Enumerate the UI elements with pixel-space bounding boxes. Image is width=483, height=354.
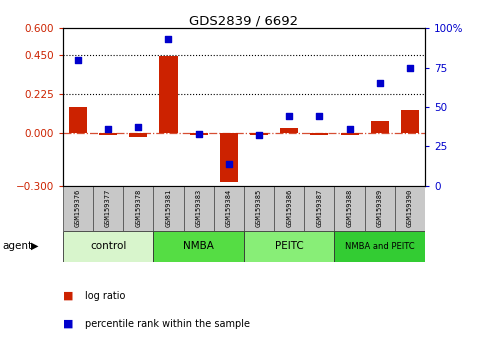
Point: [285, 114, 293, 119]
Bar: [213, 185, 244, 230]
Bar: [154, 230, 244, 262]
Text: GSM159387: GSM159387: [316, 189, 322, 227]
Bar: [244, 185, 274, 230]
Point: [74, 57, 82, 63]
Bar: [220, 133, 238, 182]
Title: GDS2839 / 6692: GDS2839 / 6692: [189, 14, 298, 27]
Bar: [365, 185, 395, 230]
Text: PEITC: PEITC: [275, 241, 304, 251]
Bar: [274, 185, 304, 230]
Point: [255, 132, 263, 138]
Bar: [154, 185, 184, 230]
Bar: [93, 185, 123, 230]
Text: log ratio: log ratio: [85, 291, 125, 301]
Text: NMBA: NMBA: [183, 241, 214, 251]
Bar: [341, 133, 358, 135]
Text: GSM159388: GSM159388: [347, 189, 353, 227]
Text: GSM159377: GSM159377: [105, 189, 111, 227]
Text: GSM159376: GSM159376: [75, 189, 81, 227]
Bar: [63, 230, 154, 262]
Text: agent: agent: [2, 241, 32, 251]
Bar: [184, 185, 213, 230]
Point: [134, 125, 142, 130]
Text: GSM159389: GSM159389: [377, 189, 383, 227]
Bar: [395, 185, 425, 230]
Bar: [280, 128, 298, 133]
Bar: [334, 230, 425, 262]
Text: ■: ■: [63, 291, 73, 301]
Point: [376, 80, 384, 86]
Point: [104, 126, 112, 132]
Text: GSM159390: GSM159390: [407, 189, 413, 227]
Text: control: control: [90, 241, 126, 251]
Point: [225, 161, 233, 166]
Text: GSM159385: GSM159385: [256, 189, 262, 227]
Text: GSM159383: GSM159383: [196, 189, 201, 227]
Point: [315, 114, 323, 119]
Text: GSM159381: GSM159381: [166, 189, 171, 227]
Point: [165, 36, 172, 42]
Bar: [63, 185, 93, 230]
Bar: [401, 110, 419, 133]
Bar: [334, 185, 365, 230]
Text: ▶: ▶: [31, 241, 39, 251]
Text: GSM159378: GSM159378: [135, 189, 141, 227]
Bar: [129, 133, 147, 137]
Bar: [244, 230, 334, 262]
Text: ■: ■: [63, 319, 73, 329]
Bar: [250, 133, 268, 135]
Bar: [311, 133, 328, 135]
Point: [195, 131, 202, 137]
Bar: [159, 56, 178, 133]
Bar: [189, 133, 208, 135]
Bar: [123, 185, 154, 230]
Bar: [304, 185, 334, 230]
Text: GSM159384: GSM159384: [226, 189, 232, 227]
Bar: [371, 121, 389, 133]
Bar: [69, 107, 87, 133]
Text: GSM159386: GSM159386: [286, 189, 292, 227]
Text: percentile rank within the sample: percentile rank within the sample: [85, 319, 250, 329]
Text: NMBA and PEITC: NMBA and PEITC: [345, 242, 414, 251]
Bar: [99, 133, 117, 135]
Point: [406, 65, 414, 70]
Point: [346, 126, 354, 132]
